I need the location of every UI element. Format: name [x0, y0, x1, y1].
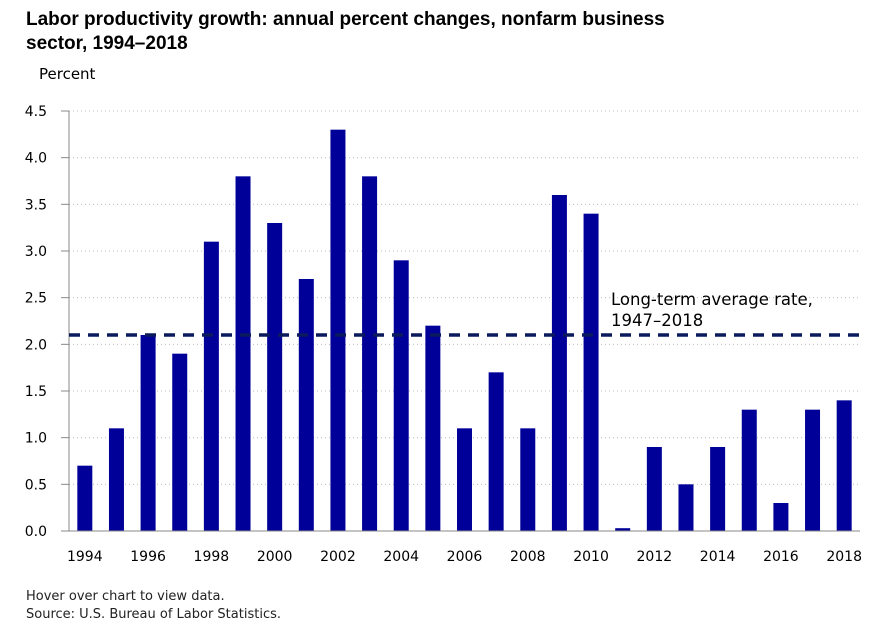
y-tick-label: 4.0: [25, 151, 47, 167]
bar-1998[interactable]: [203, 241, 219, 531]
reference-line-group: Long-term average rate, 1947–2018: [69, 290, 860, 337]
y-tick-label: 4.5: [25, 104, 47, 120]
reference-line-label: Long-term average rate,: [611, 290, 813, 309]
reference-line-label-years: 1947–2018: [611, 311, 703, 330]
source-note: Source: U.S. Bureau of Labor Statistics.: [26, 607, 281, 622]
x-tick-label: 2010: [573, 549, 609, 565]
x-tick-label: 1994: [67, 549, 103, 565]
bar-1997[interactable]: [172, 353, 188, 531]
x-tick-label: 2014: [700, 549, 736, 565]
bar-2008[interactable]: [520, 428, 536, 531]
bar-1994[interactable]: [77, 465, 93, 531]
x-tick-labels: 1994 1996 1998 2000 2002 2004 2006 2008 2010 2012…: [67, 549, 862, 565]
x-tick-label: 2000: [257, 549, 293, 565]
y-tick-label: 0.5: [25, 477, 47, 493]
bars: [77, 129, 852, 532]
y-tick-labels: 0.0 0.5 1.0 1.5 2.0 2.5 3.0 3.5 4.0 4.5: [25, 104, 47, 540]
x-tick-label: 2006: [447, 549, 483, 565]
bar-1999[interactable]: [235, 176, 251, 532]
bar-2009[interactable]: [551, 195, 567, 531]
x-tick-label: 2002: [320, 549, 356, 565]
bar-2017[interactable]: [805, 409, 821, 531]
bar-2014[interactable]: [710, 447, 726, 531]
bar-2016[interactable]: [773, 503, 789, 531]
y-tick-label: 2.0: [25, 337, 47, 353]
bar-2010[interactable]: [583, 213, 599, 531]
bar-2000[interactable]: [267, 223, 283, 531]
bar-2003[interactable]: [362, 176, 378, 532]
bar-2004[interactable]: [393, 260, 409, 531]
axes: [61, 110, 860, 532]
x-tick-label: 2018: [826, 549, 862, 565]
bar-2006[interactable]: [457, 428, 472, 531]
y-tick-label: 1.5: [25, 384, 47, 400]
bar-2015[interactable]: [741, 409, 757, 531]
x-tick-label: 2004: [383, 549, 419, 565]
bar-2005[interactable]: [425, 325, 441, 531]
bar-2001[interactable]: [298, 279, 314, 531]
y-tick-label: 2.5: [25, 291, 47, 307]
y-tick-label: 3.0: [25, 244, 47, 260]
bar-2012[interactable]: [646, 447, 662, 531]
y-tick-label: 0.0: [25, 524, 47, 540]
x-tick-label: 1996: [130, 549, 166, 565]
bar-2011[interactable]: [615, 528, 631, 531]
x-tick-label: 1998: [194, 549, 230, 565]
x-tick-label: 2008: [510, 549, 546, 565]
bar-2007[interactable]: [488, 372, 504, 531]
bar-2018[interactable]: [836, 400, 852, 531]
bar-2013[interactable]: [678, 484, 694, 531]
x-tick-label: 2016: [763, 549, 799, 565]
bar-2002[interactable]: [330, 129, 346, 531]
hover-note: Hover over chart to view data.: [26, 589, 225, 604]
x-tick-label: 2012: [637, 549, 673, 565]
y-tick-label: 3.5: [25, 197, 47, 213]
y-tick-label: 1.0: [25, 431, 47, 447]
bar-1995[interactable]: [108, 428, 124, 531]
bar-1996[interactable]: [140, 335, 156, 531]
chart-title: Labor productivity growth: annual percen…: [26, 9, 665, 54]
y-axis-label: Percent: [39, 65, 96, 83]
